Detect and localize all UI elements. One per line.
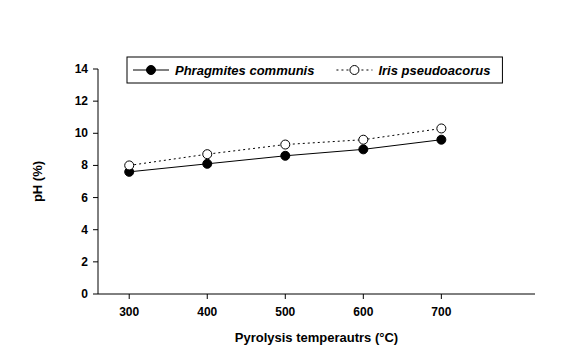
point [437,135,446,144]
x-tick-label: 600 [353,305,373,319]
y-tick [93,69,98,70]
legend-label: Iris pseudoacorus [378,63,490,78]
point [359,145,368,154]
y-tick-label: 14 [75,62,89,76]
x-tick [285,294,286,299]
x-tick-label: 400 [197,305,217,319]
x-tick-label: 700 [431,305,451,319]
chart-svg: 0 2 4 6 8 10 12 14 300 400 500 600 700 Pyrolysis temp… [0,0,569,360]
chart-container: 0 2 4 6 8 10 12 14 300 400 500 600 700 Pyrolysis temp… [0,0,569,360]
y-tick-label: 6 [81,191,88,205]
x-axis-label: Pyrolysis temperautrs (°C) [235,330,398,345]
x-tick-label: 500 [275,305,295,319]
y-tick [93,197,98,198]
series-line [129,140,441,172]
x-tick [363,294,364,299]
x-axis [98,294,535,295]
legend-box [127,57,502,83]
x-tick [129,294,130,299]
point [281,151,290,160]
y-tick-label: 0 [81,287,88,301]
x-tick [441,294,442,299]
y-tick-label: 2 [81,255,88,269]
y-tick-label: 10 [75,126,89,140]
y-tick-label: 4 [81,223,88,237]
series-line [129,128,441,165]
y-tick-label: 12 [75,94,89,108]
legend-marker [147,66,156,75]
y-tick [93,261,98,262]
y-tick [93,133,98,134]
y-axis [98,69,99,294]
y-tick [93,294,98,295]
point [359,135,368,144]
x-tick [207,294,208,299]
y-axis-label: pH (%) [30,161,45,202]
point [203,150,212,159]
legend-marker [350,66,359,75]
y-tick-label: 8 [81,158,88,172]
legend-label: Phragmites communis [175,63,314,78]
y-tick [93,165,98,166]
point [281,140,290,149]
point [125,161,134,170]
point [437,124,446,133]
point [203,159,212,168]
y-tick [93,229,98,230]
plot-data [125,124,446,176]
x-tick-label: 300 [119,305,139,319]
y-tick [93,101,98,102]
legend: Phragmites communis Iris pseudoacorus [127,57,502,83]
